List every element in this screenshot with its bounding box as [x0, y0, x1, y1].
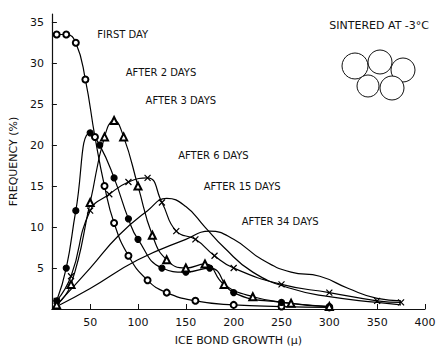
svg-text:SINTERED AT -3°C: SINTERED AT -3°C [329, 19, 429, 32]
svg-text:AFTER 3 DAYS: AFTER 3 DAYS [146, 95, 217, 106]
svg-text:50: 50 [83, 316, 97, 329]
svg-text:35: 35 [30, 16, 44, 29]
svg-text:350: 350 [367, 316, 388, 329]
svg-text:30: 30 [30, 57, 44, 70]
svg-text:20: 20 [30, 139, 44, 152]
svg-text:ICE BOND GROWTH (μ): ICE BOND GROWTH (μ) [175, 334, 302, 347]
svg-text:AFTER 34 DAYS: AFTER 34 DAYS [242, 216, 319, 227]
svg-text:FIRST DAY: FIRST DAY [97, 29, 149, 40]
svg-text:100: 100 [127, 316, 148, 329]
svg-text:25: 25 [30, 98, 44, 111]
svg-text:200: 200 [223, 316, 244, 329]
svg-text:AFTER 2 DAYS: AFTER 2 DAYS [126, 67, 197, 78]
svg-text:300: 300 [319, 316, 340, 329]
svg-text:FREQUENCY (%): FREQUENCY (%) [7, 117, 20, 207]
svg-text:400: 400 [415, 316, 436, 329]
svg-text:AFTER 6 DAYS: AFTER 6 DAYS [178, 150, 249, 161]
svg-text:250: 250 [271, 316, 292, 329]
svg-text:150: 150 [175, 316, 196, 329]
svg-text:10: 10 [30, 221, 44, 234]
svg-text:15: 15 [30, 180, 44, 193]
svg-text:5: 5 [37, 262, 44, 275]
svg-text:AFTER 15 DAYS: AFTER 15 DAYS [204, 181, 281, 192]
